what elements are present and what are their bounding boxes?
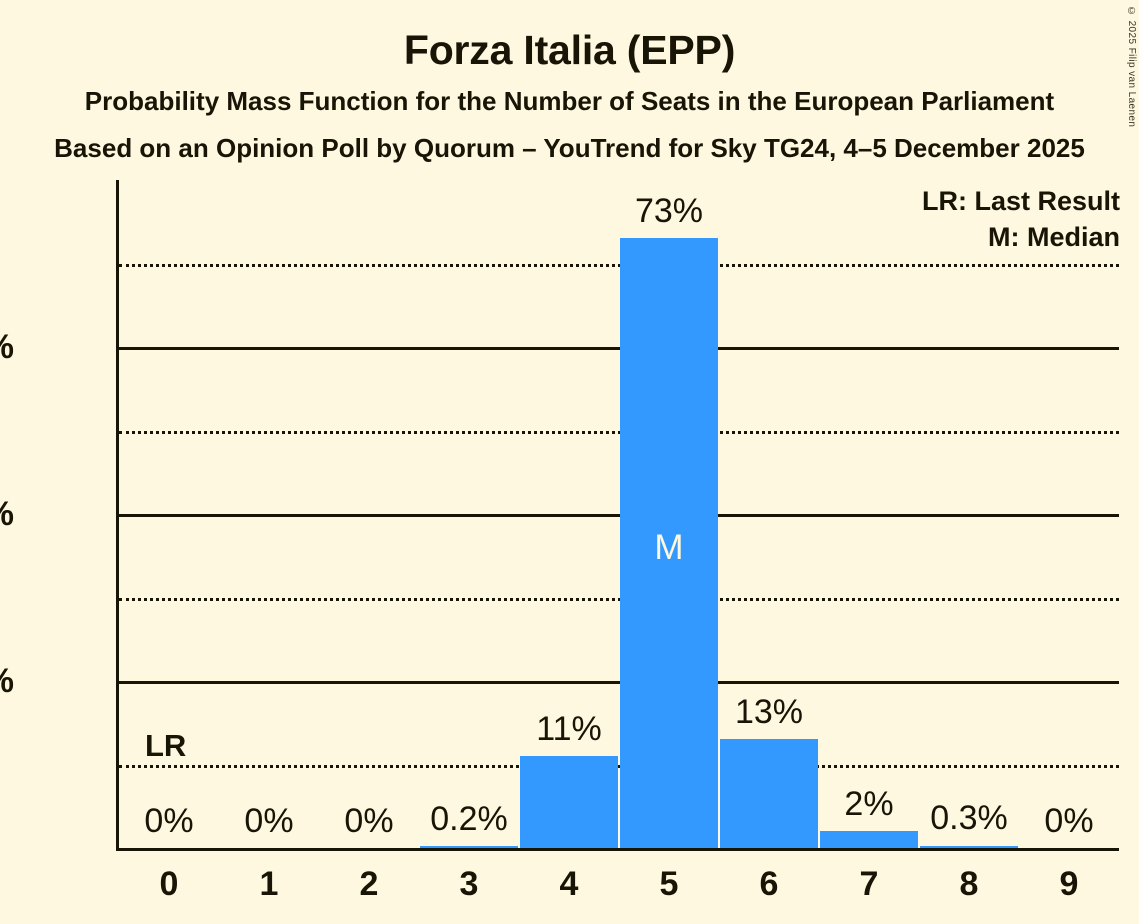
x-axis-tick-2: 2 xyxy=(359,865,379,903)
x-axis-tick-1: 1 xyxy=(259,865,279,903)
legend-median: M: Median xyxy=(988,222,1120,252)
copyright-notice: © 2025 Filip van Laenen xyxy=(1126,6,1137,128)
legend-last-result: LR: Last Result xyxy=(921,186,1120,216)
chart-subtitle: Probability Mass Function for the Number… xyxy=(84,86,1055,116)
bar-seat-4[interactable] xyxy=(520,756,618,848)
bar-seat-6[interactable] xyxy=(720,739,818,848)
x-axis-tick-7: 7 xyxy=(859,865,879,903)
y-axis-tick-40pct: 40% xyxy=(0,497,14,531)
gridline-dotted-10 xyxy=(119,764,1119,768)
value-label-seat-2: 0% xyxy=(344,802,394,840)
title-block: Forza Italia (EPP) Probability Mass Func… xyxy=(0,0,1139,164)
y-axis-tick-20pct: 20% xyxy=(0,664,14,698)
gridline-solid-60 xyxy=(119,347,1119,350)
x-axis-tick-0: 0 xyxy=(159,865,179,903)
value-label-seat-8: 0.3% xyxy=(930,799,1008,838)
bar-seat-7[interactable] xyxy=(820,831,918,848)
value-label-seat-6: 13% xyxy=(734,693,804,732)
x-axis-tick-8: 8 xyxy=(959,865,979,903)
bar-seat-5[interactable]: M xyxy=(620,238,718,848)
value-label-seat-0: 0% xyxy=(144,802,194,840)
value-label-seat-1: 0% xyxy=(244,802,294,840)
gridline-dotted-70 xyxy=(119,263,1119,267)
chart-legend: LR: Last Result M: Median xyxy=(922,183,1120,255)
page-title: Forza Italia (EPP) xyxy=(403,27,736,73)
y-axis-tick-60pct: 60% xyxy=(0,330,14,364)
gridline-solid-20 xyxy=(119,681,1119,684)
gridline-solid-40 xyxy=(119,514,1119,517)
chart-source: Based on an Opinion Poll by Quorum – You… xyxy=(54,133,1085,163)
x-axis-tick-5: 5 xyxy=(659,865,679,903)
value-label-seat-9: 0% xyxy=(1044,802,1094,840)
x-axis-line xyxy=(116,848,1119,851)
y-axis-line xyxy=(116,180,119,851)
bar-seat-8[interactable] xyxy=(920,845,1018,848)
value-label-seat-3: 0.2% xyxy=(430,800,508,839)
last-result-marker: LR xyxy=(145,727,187,763)
value-label-seat-4: 11% xyxy=(536,710,602,749)
x-axis-tick-6: 6 xyxy=(759,865,779,903)
gridline-dotted-30 xyxy=(119,597,1119,601)
value-label-seat-7: 2% xyxy=(844,785,894,824)
value-label-seat-5: 73% xyxy=(634,192,704,231)
x-axis-tick-3: 3 xyxy=(459,865,479,903)
bar-seat-3[interactable] xyxy=(420,846,518,848)
plot-area: M xyxy=(116,180,1119,851)
median-marker: M xyxy=(654,528,684,568)
gridline-dotted-50 xyxy=(119,430,1119,434)
x-axis-tick-4: 4 xyxy=(559,865,579,903)
x-axis-tick-9: 9 xyxy=(1059,865,1079,903)
